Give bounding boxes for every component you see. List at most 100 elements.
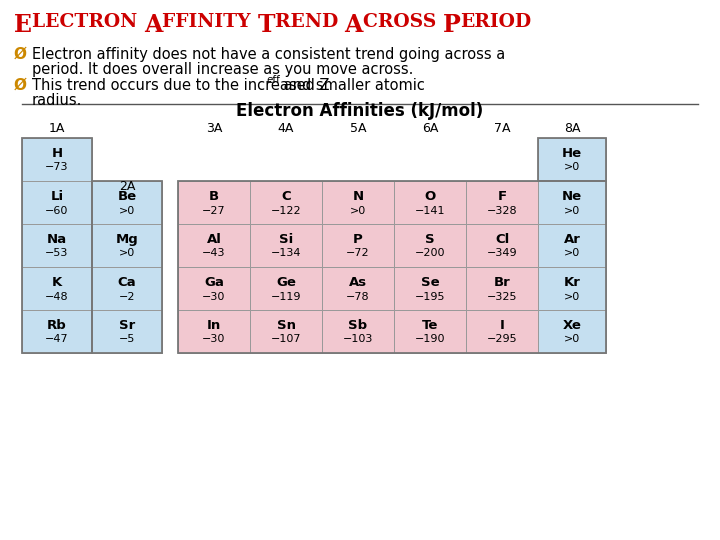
Text: −325: −325 [487,292,517,301]
Text: O: O [424,190,436,203]
Text: 2A: 2A [119,179,135,192]
Text: >0: >0 [119,206,135,215]
Text: Ge: Ge [276,276,296,289]
Bar [322,310,394,353]
Bar [178,181,250,224]
Text: −119: −119 [271,292,301,301]
Text: A: A [144,13,162,37]
Text: Cl: Cl [495,233,509,246]
Bar [22,267,92,310]
Text: −53: −53 [45,248,68,259]
Text: 7A: 7A [494,123,510,136]
Bar [250,224,322,267]
Text: −43: −43 [202,248,226,259]
Text: −27: −27 [202,206,226,215]
Text: −122: −122 [271,206,301,215]
Text: 1A: 1A [49,123,66,136]
Text: Ar: Ar [564,233,580,246]
Text: He: He [562,147,582,160]
Bar [250,181,322,224]
Text: This trend occurs due to the increased Z: This trend occurs due to the increased Z [32,78,330,93]
Text: T: T [257,13,275,37]
Text: In: In [207,319,221,332]
Text: >0: >0 [350,206,366,215]
Bar [538,224,606,267]
Bar [178,181,606,353]
Text: Al: Al [207,233,222,246]
Text: Electron affinity does not have a consistent trend going across a: Electron affinity does not have a consis… [32,47,505,62]
Text: >0: >0 [119,248,135,259]
Bar [322,267,394,310]
Text: −48: −48 [45,292,69,301]
Text: K: K [52,276,62,289]
Text: Br: Br [494,276,510,289]
Bar [22,310,92,353]
Text: −30: −30 [202,334,225,345]
Text: −349: −349 [487,248,517,259]
Text: B: B [209,190,219,203]
Text: −73: −73 [45,163,68,172]
Bar [250,310,322,353]
Text: −195: −195 [415,292,445,301]
Text: −295: −295 [487,334,517,345]
Bar [394,181,466,224]
Text: Se: Se [420,276,439,289]
Text: Sn: Sn [276,319,295,332]
Bar [538,181,606,224]
Text: radius.: radius. [32,93,82,108]
Bar [466,310,538,353]
Bar [92,224,162,267]
Bar [538,138,606,181]
Text: Na: Na [47,233,67,246]
Text: −2: −2 [119,292,135,301]
Bar [178,310,250,353]
Text: −72: −72 [346,248,370,259]
Text: −5: −5 [119,334,135,345]
Text: −141: −141 [415,206,445,215]
Bar [394,224,466,267]
Text: H: H [51,147,63,160]
Text: −134: −134 [271,248,301,259]
Text: Ø: Ø [14,78,27,93]
Text: I: I [500,319,505,332]
Text: A: A [344,13,363,37]
Text: Sr: Sr [119,319,135,332]
Text: Si: Si [279,233,293,246]
Bar [538,310,606,353]
Text: Kr: Kr [564,276,580,289]
Text: Ne: Ne [562,190,582,203]
Bar [250,267,322,310]
Text: S: S [426,233,435,246]
Text: −78: −78 [346,292,370,301]
Bar [178,224,250,267]
Text: Ca: Ca [117,276,136,289]
Bar [538,267,606,310]
Text: 5A: 5A [350,123,366,136]
Bar [92,181,162,224]
Text: −190: −190 [415,334,445,345]
Bar [538,138,606,181]
Text: F: F [498,190,507,203]
Text: Rb: Rb [47,319,67,332]
Text: −47: −47 [45,334,69,345]
Text: N: N [352,190,364,203]
Text: >0: >0 [564,248,580,259]
Bar [466,181,538,224]
Text: C: C [282,190,291,203]
Text: P: P [443,13,461,37]
Text: Xe: Xe [562,319,582,332]
Text: −200: −200 [415,248,445,259]
Text: >0: >0 [564,292,580,301]
Text: Ga: Ga [204,276,224,289]
Text: E: E [14,13,32,37]
Bar [178,267,250,310]
Text: REND: REND [275,13,344,31]
Text: 3A: 3A [206,123,222,136]
Text: >0: >0 [564,163,580,172]
Text: and smaller atomic: and smaller atomic [279,78,425,93]
Text: Mg: Mg [116,233,138,246]
Bar [22,181,92,224]
Bar [466,267,538,310]
Bar [92,310,162,353]
Text: 4A: 4A [278,123,294,136]
